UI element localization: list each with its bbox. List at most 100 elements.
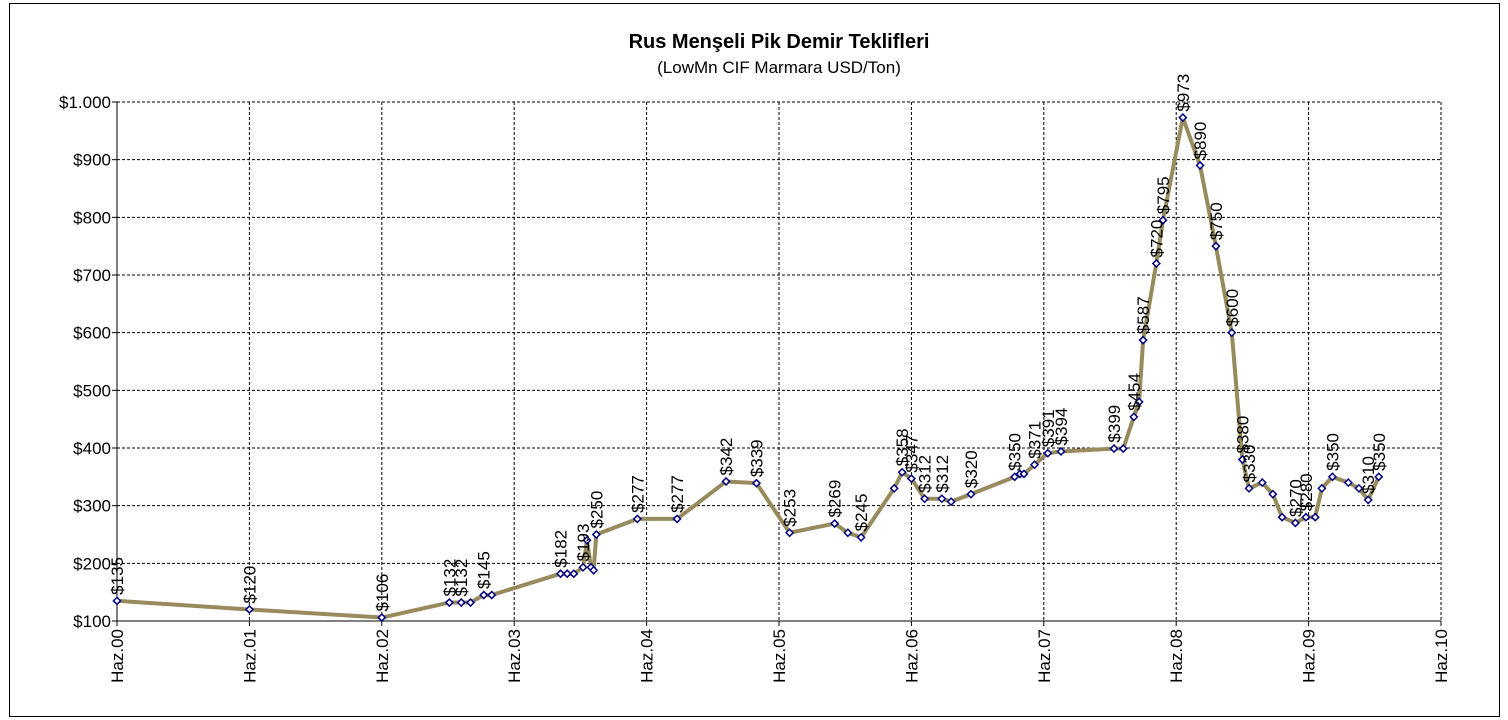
data-point xyxy=(1310,512,1320,522)
data-point xyxy=(591,529,601,540)
data-point xyxy=(244,604,254,615)
y-tick-label: $200 xyxy=(73,554,111,573)
x-tick-label: Haz.10 xyxy=(1432,629,1451,683)
data-label: $145 xyxy=(475,551,494,589)
x-tick-label: Haz.09 xyxy=(1300,629,1319,683)
data-label: $312 xyxy=(933,455,952,493)
x-tick-label: Haz.00 xyxy=(108,629,127,683)
chart-subtitle: (LowMn CIF Marmara USD/Ton) xyxy=(657,58,901,77)
data-point xyxy=(1354,483,1364,493)
y-tick-label: $900 xyxy=(73,151,111,170)
x-tick-label: Haz.02 xyxy=(373,629,392,683)
data-point xyxy=(1109,444,1119,454)
data-label: $371 xyxy=(1026,421,1045,459)
data-point xyxy=(465,597,476,608)
data-point xyxy=(1010,472,1020,482)
y-tick-label: $700 xyxy=(73,266,111,285)
data-point xyxy=(1158,215,1168,225)
data-label: $890 xyxy=(1191,122,1210,160)
data-point xyxy=(1244,483,1254,493)
data-point xyxy=(1134,397,1144,407)
data-label: $193 xyxy=(574,524,593,562)
data-point xyxy=(966,489,976,499)
data-point xyxy=(1029,460,1040,470)
data-point xyxy=(672,514,682,524)
data-point xyxy=(377,612,387,623)
data-point xyxy=(1056,446,1066,457)
data-label: $750 xyxy=(1207,202,1226,240)
data-point xyxy=(1178,113,1188,123)
data-label: $350 xyxy=(1323,433,1342,471)
data-point xyxy=(751,478,762,488)
data-point xyxy=(937,494,947,504)
x-tick-label: Haz.06 xyxy=(902,629,921,683)
data-point xyxy=(920,494,930,504)
data-point xyxy=(1268,489,1278,499)
data-point xyxy=(1138,335,1148,345)
data-point xyxy=(582,535,592,545)
data-label: $720 xyxy=(1147,220,1166,258)
data-label: $339 xyxy=(747,439,766,477)
data-label: $380 xyxy=(1233,416,1252,454)
data-label: $182 xyxy=(552,530,571,568)
data-point xyxy=(1257,478,1267,488)
data-point xyxy=(1374,472,1384,482)
data-point xyxy=(562,569,572,579)
data-label: $120 xyxy=(240,566,259,604)
data-label: $277 xyxy=(628,475,647,513)
data-label: $245 xyxy=(852,494,871,532)
data-label: $277 xyxy=(668,475,687,513)
data-point xyxy=(843,528,853,538)
data-point xyxy=(1019,469,1029,479)
data-point xyxy=(1301,512,1311,522)
x-tick-label: Haz.03 xyxy=(505,629,524,683)
y-tick-label: $1.000 xyxy=(59,93,111,112)
data-label: $391 xyxy=(1039,409,1058,447)
data-label: $280 xyxy=(1297,473,1316,511)
data-point xyxy=(1277,512,1287,522)
data-point xyxy=(1043,448,1053,458)
x-tick-label: Haz.07 xyxy=(1035,629,1054,683)
data-point xyxy=(1211,241,1221,251)
y-tick-label: $800 xyxy=(73,208,111,227)
data-label: $312 xyxy=(916,455,935,493)
data-point xyxy=(1237,454,1247,465)
data-point xyxy=(487,590,497,600)
data-point xyxy=(1195,160,1205,170)
x-tick-label: Haz.04 xyxy=(638,629,657,683)
data-point xyxy=(785,528,795,538)
chart-border xyxy=(9,3,1500,717)
data-label: $973 xyxy=(1174,74,1193,112)
data-label: $587 xyxy=(1134,296,1153,334)
x-tick-label: Haz.01 xyxy=(240,629,259,683)
data-label: $330 xyxy=(1240,445,1259,483)
data-point xyxy=(856,532,866,542)
data-point xyxy=(632,514,642,524)
data-label: $253 xyxy=(781,489,800,527)
data-label: $399 xyxy=(1105,405,1124,443)
y-tick-label: $400 xyxy=(73,439,111,458)
data-point xyxy=(555,569,566,579)
data-label: $350 xyxy=(1370,433,1389,471)
data-label: $342 xyxy=(717,438,736,476)
data-point xyxy=(456,597,466,608)
data-point xyxy=(569,569,579,579)
data-point xyxy=(1363,495,1373,505)
data-label: $795 xyxy=(1154,176,1173,214)
data-label: $358 xyxy=(893,428,912,466)
data-label: $347 xyxy=(902,435,921,473)
data-point xyxy=(889,483,899,493)
data-label: $269 xyxy=(826,480,845,518)
data-point xyxy=(444,597,454,608)
y-tick-label: $100 xyxy=(73,612,111,631)
data-point xyxy=(1290,518,1300,528)
data-point xyxy=(1227,328,1237,338)
data-point xyxy=(906,474,916,484)
data-label: $394 xyxy=(1052,408,1071,446)
x-tick-label: Haz.05 xyxy=(770,629,789,683)
data-point xyxy=(1327,472,1337,482)
data-point xyxy=(721,476,731,487)
data-point xyxy=(946,497,956,507)
y-tick-label: $500 xyxy=(73,381,111,400)
